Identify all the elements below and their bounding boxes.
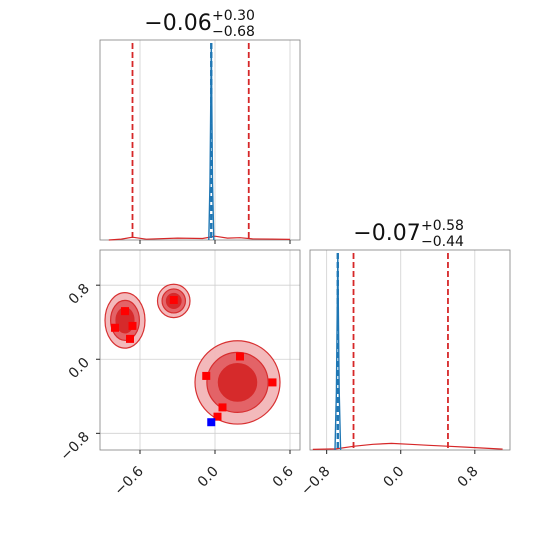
bl-ytick-label-0: −0.8	[57, 429, 92, 464]
bl-ytick-label-1: 0.0	[66, 355, 93, 382]
br-xtick-label-1: 0.0	[381, 464, 408, 491]
panel-top-left-title-plus: +0.30	[212, 8, 255, 24]
blue-point-0	[207, 418, 216, 427]
panel-bottom-right-title-minus: −0.44	[421, 234, 464, 250]
br-xtick-label-2: 0.8	[455, 464, 482, 491]
red-point-5	[202, 371, 211, 380]
panel-bottom-left-frame	[99, 249, 301, 451]
red-point-0	[121, 307, 129, 316]
tl-red-histogram	[108, 235, 291, 241]
panel-top-left-title-median: −0.06	[144, 11, 211, 36]
panel-bottom-right-title-plus: +0.58	[421, 218, 464, 234]
red-point-9	[213, 412, 222, 421]
panel-bottom-right-frame	[309, 249, 511, 451]
bl-xtick-label-2: 0.6	[270, 463, 297, 490]
bl-xtick-label-1: 0.0	[195, 464, 222, 491]
red-point-8	[218, 403, 227, 412]
panel-bottom-right: −0.8 0.0 0.8 −0.07 +0.58 −0.44	[298, 218, 511, 499]
red-point-6	[236, 352, 244, 361]
red-point-4	[169, 296, 178, 304]
panel-top-left: −0.06 +0.30 −0.68	[99, 8, 301, 244]
red-point-7	[268, 378, 277, 387]
panel-top-left-frame	[99, 39, 301, 241]
panel-bottom-left: −0.6 0.0 0.6 −0.8 0.0 0.8	[57, 249, 301, 499]
red-point-3	[126, 334, 134, 343]
contour-2-level-2	[217, 363, 258, 402]
red-point-1	[111, 323, 119, 332]
panel-top-left-title-minus: −0.68	[212, 24, 255, 40]
red-point-2	[128, 321, 137, 330]
panel-top-left-title: −0.06	[144, 11, 211, 36]
panel-bottom-right-title-median: −0.07	[353, 221, 420, 246]
br-xtick-label-0: −0.8	[298, 464, 333, 499]
bl-ytick-label-2: 0.8	[66, 281, 93, 308]
bl-xtick-label-0: −0.6	[111, 463, 146, 498]
br-red-histogram	[312, 442, 503, 450]
